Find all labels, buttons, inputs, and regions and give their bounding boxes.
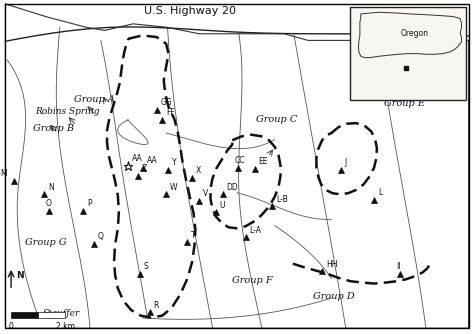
Text: U: U (219, 201, 225, 210)
Text: P: P (87, 199, 92, 208)
Text: 0: 0 (9, 322, 14, 331)
Text: T: T (191, 230, 196, 239)
Text: FF: FF (166, 108, 175, 117)
Text: Z: Z (142, 164, 147, 173)
Text: Group E: Group E (383, 99, 425, 108)
Text: Group A: Group A (74, 96, 115, 105)
Text: Q: Q (98, 232, 103, 241)
Text: R: R (154, 301, 159, 310)
Text: Oregon: Oregon (400, 29, 428, 38)
Text: EE: EE (259, 157, 268, 166)
Text: V: V (203, 189, 208, 198)
Text: Group C: Group C (256, 115, 297, 124)
Text: M: M (0, 169, 7, 178)
Text: AA: AA (132, 154, 143, 163)
Text: CC: CC (234, 156, 245, 165)
Text: O: O (46, 199, 52, 208)
Text: GG: GG (160, 98, 172, 107)
Text: N: N (16, 272, 23, 281)
Text: X: X (196, 166, 201, 175)
Text: AA: AA (147, 156, 158, 165)
Text: Group G: Group G (25, 238, 67, 247)
Bar (350, 7, 466, 100)
Bar (38, 312, 65, 318)
Text: HH: HH (326, 260, 337, 269)
Text: Stauffer: Stauffer (43, 309, 81, 318)
Text: 2 km: 2 km (56, 322, 75, 331)
Text: Y: Y (172, 158, 177, 167)
Text: Group B: Group B (33, 124, 74, 133)
Text: U.S. Highway 20: U.S. Highway 20 (144, 6, 236, 16)
Text: S: S (144, 262, 149, 271)
Text: N: N (48, 183, 54, 192)
Text: L-B: L-B (276, 195, 288, 204)
Text: L-A: L-A (249, 225, 261, 234)
Text: L: L (378, 188, 382, 197)
Text: W: W (170, 183, 177, 192)
Text: Group F: Group F (232, 276, 273, 285)
Bar (11, 312, 38, 318)
Text: II: II (396, 262, 401, 271)
Text: DD: DD (227, 183, 238, 192)
Text: J: J (345, 158, 347, 167)
Text: Group D: Group D (313, 292, 355, 301)
Text: Robins Spring: Robins Spring (35, 107, 99, 116)
